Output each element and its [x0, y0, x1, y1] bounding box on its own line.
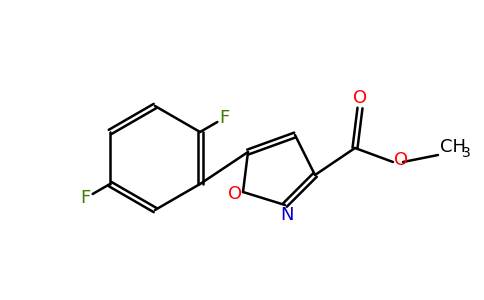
Text: O: O — [228, 185, 242, 203]
Text: 3: 3 — [462, 146, 471, 160]
Text: CH: CH — [440, 138, 466, 156]
Text: O: O — [353, 89, 367, 107]
Text: F: F — [219, 109, 229, 127]
Text: O: O — [394, 151, 408, 169]
Text: F: F — [81, 189, 91, 207]
Text: N: N — [280, 206, 294, 224]
